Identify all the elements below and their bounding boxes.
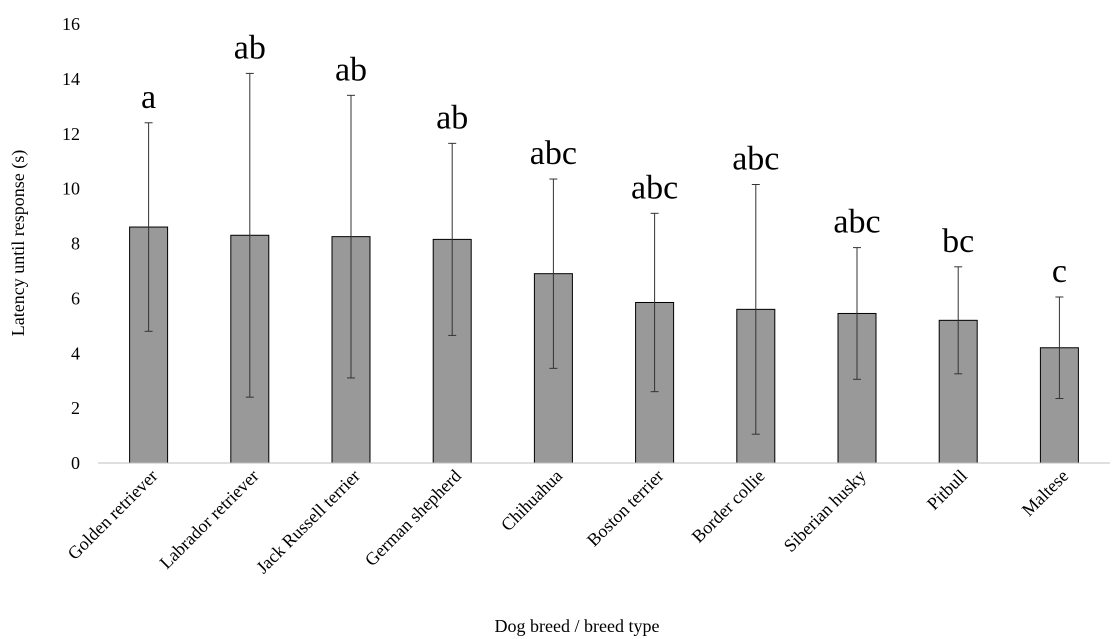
error-bar xyxy=(347,94,355,379)
x-category-label: Boston terrier xyxy=(583,466,667,550)
x-category-label: Labrador retriever xyxy=(156,466,263,573)
x-category-label: Chihuahua xyxy=(497,466,566,535)
error-bar xyxy=(853,247,861,380)
x-category-label: Siberian husky xyxy=(780,466,870,556)
bars xyxy=(129,226,1079,464)
significance-label: ab xyxy=(436,99,468,136)
x-category-label: Golden retriever xyxy=(64,466,162,564)
significance-label: abc xyxy=(833,204,880,241)
error-bar xyxy=(1055,296,1064,400)
y-tick-label: 0 xyxy=(71,453,80,473)
error-bar xyxy=(650,212,659,393)
error-bar xyxy=(954,266,963,375)
significance-label: abc xyxy=(732,141,779,178)
y-axis-ticks: 0 2 4 6 8 10 12 14 16 xyxy=(62,14,80,473)
y-tick-label: 16 xyxy=(62,14,80,34)
error-bar xyxy=(245,72,254,398)
x-category-label: German shepherd xyxy=(361,466,465,570)
error-bar xyxy=(751,184,760,435)
significance-label: a xyxy=(141,79,156,116)
significance-label: bc xyxy=(942,223,974,260)
error-bar xyxy=(144,122,153,332)
error-bar xyxy=(448,142,457,336)
y-tick-label: 8 xyxy=(71,234,80,254)
y-axis-title: Latency until response (s) xyxy=(8,150,29,336)
significance-label: ab xyxy=(335,51,367,88)
x-category-label: Pitbull xyxy=(923,466,971,514)
y-tick-label: 12 xyxy=(62,124,80,144)
x-category-label: Jack Russell terrier xyxy=(252,466,364,578)
y-tick-label: 6 xyxy=(71,288,80,308)
x-axis-title: Dog breed / breed type xyxy=(495,616,660,636)
significance-label: c xyxy=(1052,253,1067,290)
error-bars xyxy=(144,72,1064,435)
significance-label: abc xyxy=(631,169,678,206)
y-tick-label: 4 xyxy=(71,343,80,363)
x-category-label: Border collie xyxy=(688,466,769,547)
significance-labels: a ab ab ab abc abc abc abc bc c xyxy=(141,29,1067,290)
significance-label: ab xyxy=(234,29,266,66)
y-tick-label: 2 xyxy=(71,398,80,418)
y-tick-label: 14 xyxy=(62,69,80,89)
error-bar xyxy=(549,178,558,369)
significance-label: abc xyxy=(530,135,577,172)
x-category-label: Maltese xyxy=(1018,466,1072,520)
y-tick-label: 10 xyxy=(62,179,80,199)
